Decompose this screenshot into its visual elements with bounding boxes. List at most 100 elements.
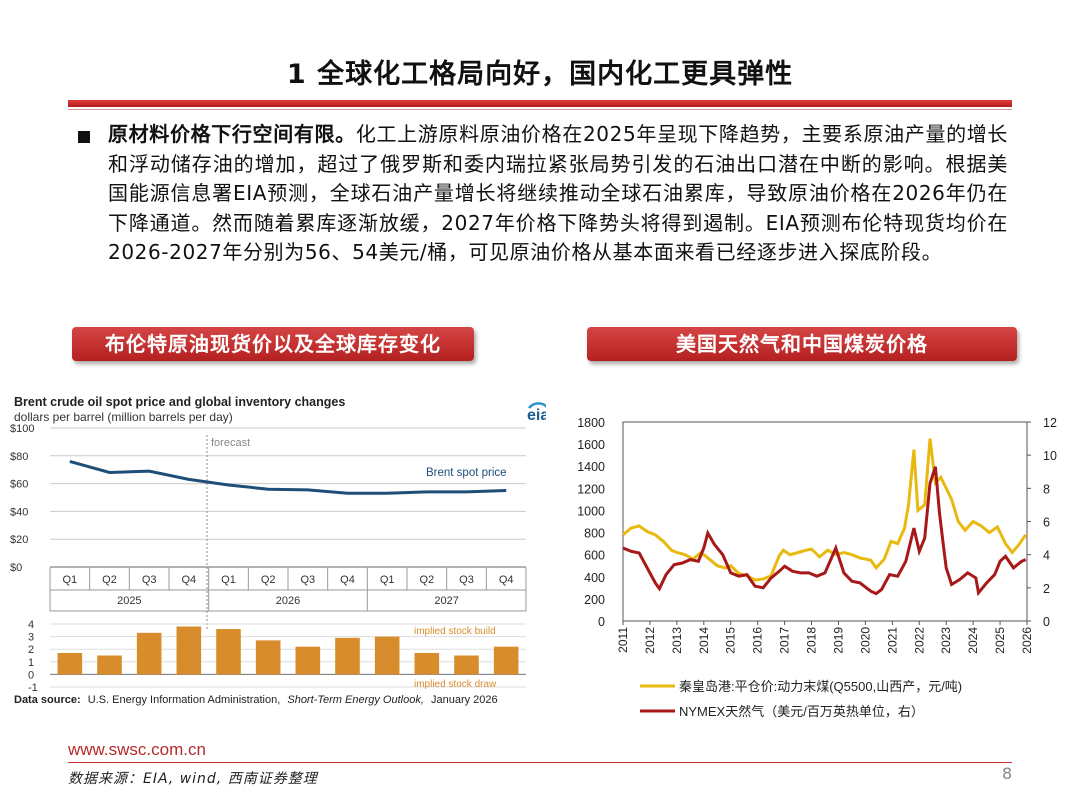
left-axis-tick-label: 1800 xyxy=(577,416,605,430)
inventory-tick-label: 3 xyxy=(28,632,34,644)
price-tick-label: $100 xyxy=(10,423,34,435)
forecast-label: forecast xyxy=(211,437,250,449)
right-axis-tick-label: 0 xyxy=(1043,615,1050,629)
brent-price-line xyxy=(69,459,507,495)
quarter-tick-label: Q4 xyxy=(181,574,196,586)
quarter-tick-label: Q2 xyxy=(419,574,434,586)
inventory-tick-label: 4 xyxy=(28,619,34,631)
x-axis-tick-label: 2025 xyxy=(993,627,1007,654)
inventory-bar xyxy=(176,626,202,675)
eia-logo: eia xyxy=(527,402,546,424)
inventory-tick-label: 2 xyxy=(28,644,34,656)
price-tick-label: $40 xyxy=(10,506,28,518)
title-rule xyxy=(68,100,1012,107)
price-tick-label: $60 xyxy=(10,479,28,491)
price-tick-label: $0 xyxy=(10,562,22,574)
left-axis-tick-label: 0 xyxy=(598,615,605,629)
quarter-tick-label: Q3 xyxy=(459,574,474,586)
coal-gas-chart: 1800 1600 1400 1200 1000 800 600 400 200 0 12 10 8 6… xyxy=(577,416,1057,719)
quarter-tick-label: Q4 xyxy=(340,574,355,586)
legend-gas-label: NYMEX天然气（美元/百万英热单位，右） xyxy=(679,704,924,719)
chart-title: Brent crude oil spot price and global in… xyxy=(14,395,345,409)
body-text: 化工上游原料原油价格在2025年呈现下降趋势，主要系原油产量的增长和浮动储存油的… xyxy=(108,122,1008,264)
inventory-bar xyxy=(493,646,519,675)
body-paragraph: 原材料价格下行空间有限。化工上游原料原油价格在2025年呈现下降趋势，主要系原油… xyxy=(108,120,1008,268)
brent-chart: Brent crude oil spot price and global in… xyxy=(10,395,546,706)
inventory-bar xyxy=(335,637,360,675)
inventory-tick-label: -1 xyxy=(28,682,38,694)
inventory-bar xyxy=(414,652,440,675)
plot-area xyxy=(622,421,1028,622)
x-axis-tick-label: 2024 xyxy=(966,627,980,654)
source-prefix: Data source: xyxy=(14,694,81,706)
left-axis-tick-label: 1000 xyxy=(577,504,605,518)
source-italic: Short-Term Energy Outlook, xyxy=(287,694,424,706)
right-axis-tick-label: 2 xyxy=(1043,582,1050,596)
inventory-bar xyxy=(136,632,162,675)
x-axis-tick-label: 2014 xyxy=(697,627,711,654)
right-axis-tick-label: 8 xyxy=(1043,482,1050,496)
right-axis-tick-label: 4 xyxy=(1043,549,1050,563)
stock-draw-label: implied stock draw xyxy=(414,679,497,690)
footer-source: 数据来源：EIA, wind, 西南证券整理 xyxy=(68,771,318,787)
legend-coal-label: 秦皇岛港:平仓价:动力末煤(Q5500,山西产，元/吨) xyxy=(679,679,962,694)
inventory-tick-label: 0 xyxy=(28,669,34,681)
inventory-bar xyxy=(97,655,122,675)
banner-left: 布伦特原油现货价以及全球库存变化 xyxy=(72,327,474,361)
right-axis-tick-label: 12 xyxy=(1043,416,1057,430)
page-number: 8 xyxy=(1002,764,1013,783)
inventory-tick-label: 1 xyxy=(28,657,34,669)
stock-build-label: implied stock build xyxy=(414,626,496,637)
banner-right: 美国天然气和中国煤炭价格 xyxy=(587,327,1017,361)
inventory-bar xyxy=(374,636,400,675)
x-axis-tick-label: 2021 xyxy=(885,627,899,654)
left-axis-tick-label: 600 xyxy=(584,549,605,563)
quarter-tick-label: Q1 xyxy=(62,574,77,586)
inventory-bar xyxy=(216,629,241,675)
body-lead: 原材料价格下行空间有限。 xyxy=(108,122,356,146)
quarter-tick-label: Q2 xyxy=(102,574,117,586)
left-axis-tick-label: 400 xyxy=(584,571,605,585)
year-label: 2025 xyxy=(117,595,141,607)
brent-series-label: Brent spot price xyxy=(426,467,507,479)
quarter-tick-label: Q3 xyxy=(142,574,157,586)
inventory-bar xyxy=(57,652,83,675)
x-axis-tick-label: 2016 xyxy=(751,627,765,654)
quarter-tick-label: Q2 xyxy=(261,574,276,586)
price-tick-label: $80 xyxy=(10,451,28,463)
x-axis-tick-label: 2023 xyxy=(939,627,953,654)
right-axis-tick-label: 6 xyxy=(1043,516,1050,530)
right-axis-tick-label: 10 xyxy=(1043,449,1057,463)
footer-url[interactable]: www.swsc.com.cn xyxy=(68,740,206,759)
x-axis-tick-label: 2018 xyxy=(805,627,819,654)
eia-logo-arc xyxy=(528,402,546,409)
left-axis-tick-label: 1400 xyxy=(577,460,605,474)
left-axis-tick-label: 1600 xyxy=(577,438,605,452)
quarter-tick-label: Q3 xyxy=(300,574,315,586)
x-axis-tick-label: 2015 xyxy=(724,627,738,654)
data-source: Data source: U.S. Energy Information Adm… xyxy=(14,694,498,706)
x-axis-tick-label: 2012 xyxy=(643,627,657,654)
quarter-tick-label: Q1 xyxy=(380,574,395,586)
left-axis-tick-label: 800 xyxy=(584,527,605,541)
source-suffix: January 2026 xyxy=(431,694,498,706)
coal-price-line xyxy=(622,438,1027,582)
source-text: U.S. Energy Information Administration, xyxy=(88,694,281,706)
x-axis-tick-label: 2022 xyxy=(912,627,926,654)
eia-logo-text: eia xyxy=(527,407,546,424)
x-axis-tick-label: 2026 xyxy=(1020,627,1034,654)
left-axis-tick-label: 200 xyxy=(584,593,605,607)
year-label: 2027 xyxy=(434,595,458,607)
footer-rule xyxy=(68,762,1012,763)
inventory-bar xyxy=(295,646,321,675)
x-axis-tick-label: 2011 xyxy=(616,627,630,653)
inventory-bar xyxy=(454,655,479,675)
gas-price-line xyxy=(622,466,1027,597)
quarter-tick-label: Q4 xyxy=(499,574,514,586)
x-axis-tick-label: 2020 xyxy=(858,627,872,654)
x-axis-tick-label: 2019 xyxy=(831,627,845,654)
x-axis-tick-label: 2013 xyxy=(670,627,684,654)
x-axis-tick-label: 2017 xyxy=(778,627,792,654)
bullet-square-icon xyxy=(78,131,90,143)
price-tick-label: $20 xyxy=(10,534,28,546)
